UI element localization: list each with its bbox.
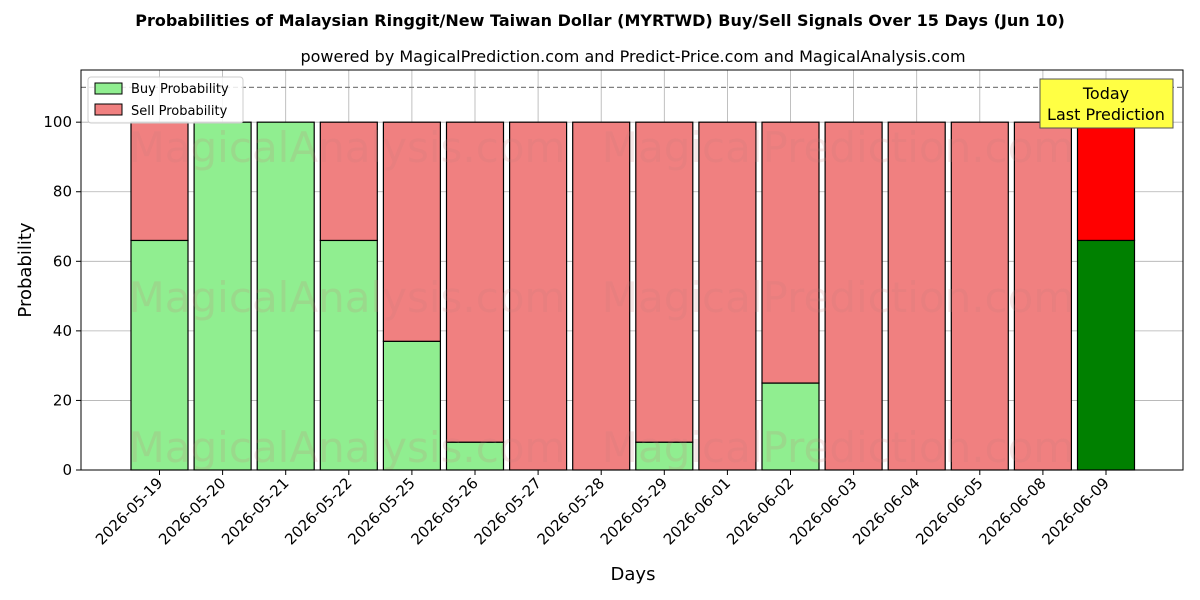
bar-sell-2026-06-05 [950, 121, 1009, 471]
x-axis-ticks: 2026-05-192026-05-202026-05-212026-05-22… [92, 470, 1113, 548]
y-tick-label-60: 60 [53, 252, 72, 270]
bar-sell-2026-06-02 [761, 121, 820, 384]
bar-sell-2026-06-09 [1076, 121, 1136, 242]
watermark-analysis-0: MagicalAnalysis.com [129, 123, 566, 172]
y-axis-ticks: 0 20 40 60 80 100 [43, 113, 81, 479]
y-tick-label-20: 20 [53, 391, 72, 409]
y-axis-label: Probability [15, 222, 36, 317]
y-tick-label-0: 0 [62, 461, 72, 479]
y-tick-label-40: 40 [53, 322, 72, 340]
x-tick-label-2026-06-05: 2026-06-05 [912, 474, 986, 548]
today-annotation-line2: Last Prediction [1047, 105, 1165, 124]
x-axis-label: Days [611, 564, 656, 585]
chart-title: Probabilities of Malaysian Ringgit/New T… [135, 11, 1065, 30]
legend-label-sell: Sell Probability [131, 104, 228, 119]
chart-subtitle: powered by MagicalPrediction.com and Pre… [300, 47, 965, 66]
y-tick-label-100: 100 [43, 113, 72, 131]
x-tick-label-2026-06-01: 2026-06-01 [660, 474, 734, 548]
legend-box [87, 76, 244, 124]
bar-sell-2026-05-26 [445, 121, 505, 443]
bar-buy-2026-05-22 [319, 239, 378, 471]
bar-sell-2026-05-29 [635, 121, 694, 443]
bars [130, 121, 1136, 471]
bar-sell-2026-06-03 [824, 121, 883, 471]
bar-buy-2026-06-09 [1076, 239, 1136, 471]
x-tick-label-2026-06-03: 2026-06-03 [786, 474, 860, 548]
today-annotation-line1: Today [1082, 84, 1129, 103]
legend-swatch-sell [94, 103, 123, 116]
bar-buy-2026-05-21 [256, 121, 315, 471]
today-annotation-box [1039, 78, 1174, 129]
bar-sell-2026-05-27 [509, 121, 568, 471]
x-tick-label-2026-05-28: 2026-05-28 [534, 474, 608, 548]
x-tick-label-2026-06-04: 2026-06-04 [849, 474, 923, 548]
x-tick-label-2026-06-02: 2026-06-02 [723, 474, 797, 548]
watermark-prediction-1: MagicalPrediction.com [602, 273, 1075, 322]
x-tick-label-2026-05-22: 2026-05-22 [281, 474, 355, 548]
x-tick-label-2026-06-09: 2026-06-09 [1038, 474, 1112, 548]
bar-sell-2026-06-01 [698, 121, 757, 471]
x-tick-label-2026-05-25: 2026-05-25 [344, 474, 418, 548]
x-tick-label-2026-05-26: 2026-05-26 [407, 474, 481, 548]
legend-label-buy: Buy Probability [131, 82, 229, 97]
legend-swatch-buy [94, 82, 123, 95]
bar-sell-2026-06-04 [887, 121, 946, 471]
x-tick-label-2026-05-19: 2026-05-19 [92, 474, 166, 548]
bar-sell-2026-06-08 [1013, 121, 1073, 471]
watermark-prediction-0: MagicalPrediction.com [602, 123, 1075, 172]
bar-buy-2026-05-20 [193, 121, 252, 471]
watermark-analysis-2: MagicalAnalysis.com [129, 423, 566, 472]
bar-buy-2026-05-25 [382, 340, 441, 471]
today-annotation: Today Last Prediction [1039, 78, 1174, 129]
x-tick-label-2026-05-27: 2026-05-27 [471, 474, 545, 548]
watermark-analysis-1: MagicalAnalysis.com [129, 273, 566, 322]
legend: Buy Probability Sell Probability [87, 76, 244, 124]
bar-buy-2026-05-26 [445, 441, 505, 471]
plot-frame [80, 69, 1184, 471]
watermarks: MagicalAnalysis.com MagicalPrediction.com… [129, 123, 1075, 472]
x-tick-label-2026-05-20: 2026-05-20 [155, 474, 229, 548]
bar-sell-2026-05-28 [572, 121, 631, 471]
y-tick-label-80: 80 [53, 183, 72, 201]
x-tick-label-2026-05-29: 2026-05-29 [597, 474, 671, 548]
bar-sell-2026-05-22 [319, 121, 378, 242]
x-tick-label-2026-05-21: 2026-05-21 [218, 474, 292, 548]
bar-buy-2026-06-02 [761, 382, 820, 471]
watermark-prediction-2: MagicalPrediction.com [602, 423, 1075, 472]
x-tick-label-2026-06-08: 2026-06-08 [975, 474, 1049, 548]
bar-sell-2026-05-19 [130, 121, 189, 242]
bar-sell-2026-05-25 [382, 121, 441, 342]
